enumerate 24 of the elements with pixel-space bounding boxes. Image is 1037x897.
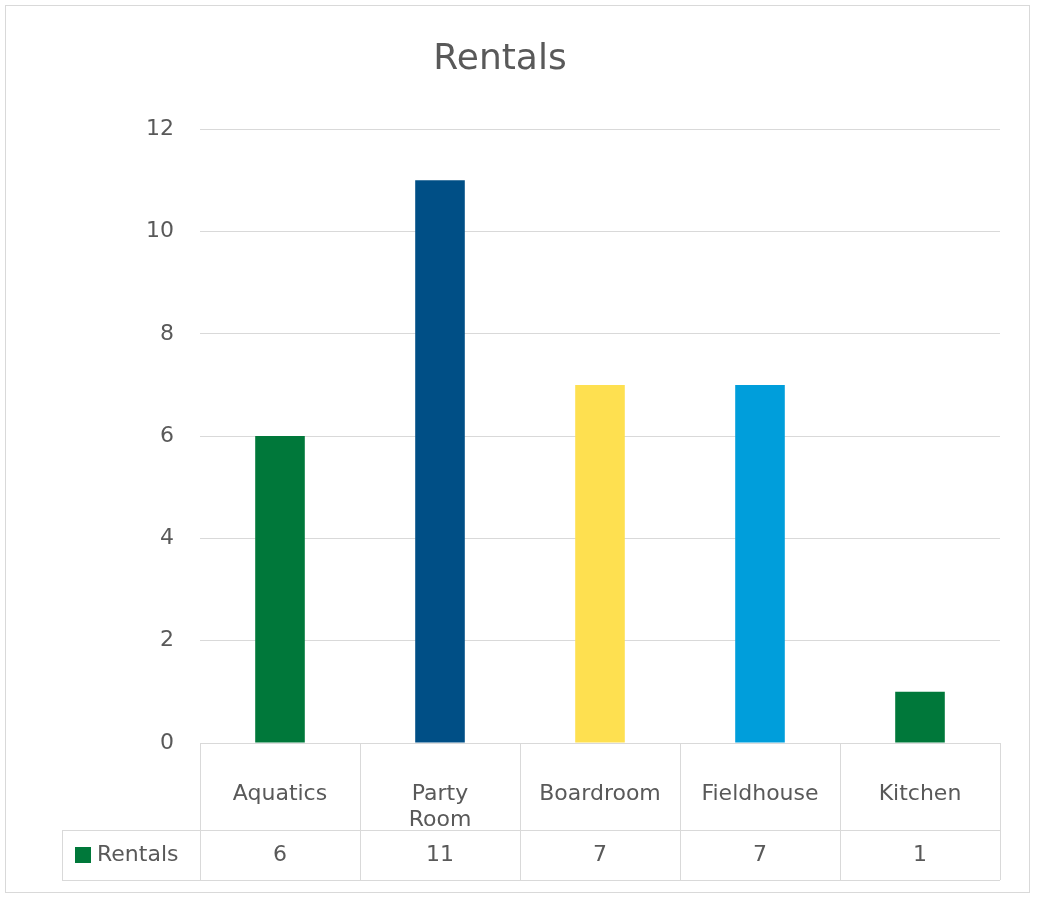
x-tick-label: Party Room	[408, 779, 472, 832]
data-label: 7	[593, 840, 607, 866]
bar	[415, 180, 465, 743]
y-tick-label: 6	[160, 421, 174, 447]
y-tick-label: 10	[146, 217, 174, 243]
y-tick-label: 0	[160, 728, 174, 754]
chart-title: Rentals	[433, 35, 567, 77]
data-label: 6	[273, 840, 287, 866]
bar	[735, 384, 785, 743]
bar	[895, 691, 945, 743]
y-tick-label: 12	[146, 114, 174, 140]
x-tick-label: Kitchen	[878, 779, 962, 805]
x-tick-label: Boardroom	[539, 779, 661, 805]
data-label: 11	[426, 840, 454, 866]
legend-label: Rentals	[97, 840, 179, 866]
data-label: 7	[753, 840, 767, 866]
data-label: 1	[913, 840, 927, 866]
y-tick-label: 8	[160, 319, 174, 345]
y-tick-label: 2	[160, 626, 174, 652]
x-tick-label: Fieldhouse	[701, 779, 819, 805]
bar	[255, 436, 305, 743]
bar	[575, 384, 625, 743]
y-tick-label: 4	[160, 524, 174, 550]
x-tick-label: Aquatics	[232, 779, 328, 805]
